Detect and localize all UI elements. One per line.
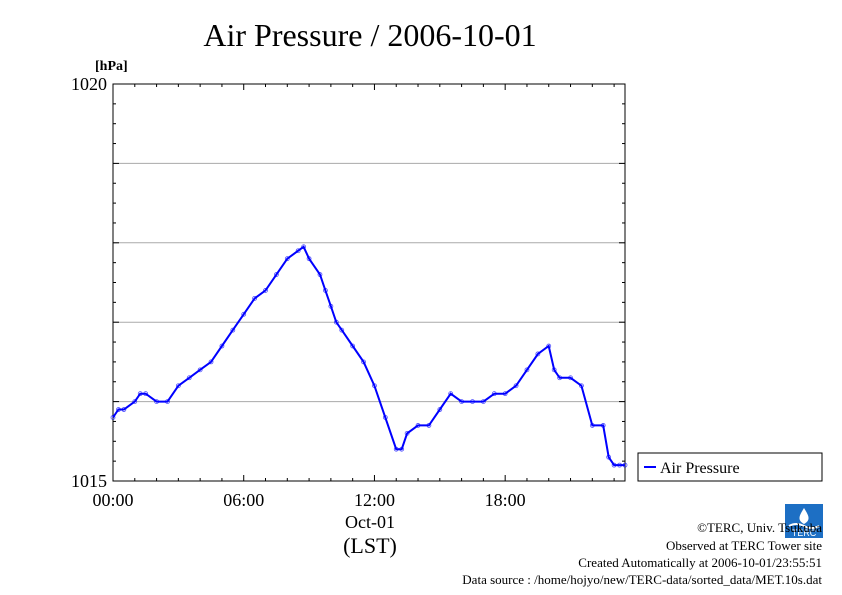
data-point bbox=[284, 256, 290, 262]
chart-title: Air Pressure / 2006-10-01 bbox=[203, 17, 536, 53]
data-point bbox=[197, 367, 203, 373]
data-point bbox=[617, 462, 622, 468]
data-point bbox=[175, 383, 181, 389]
series-air-pressure bbox=[110, 244, 628, 468]
legend-box bbox=[637, 452, 823, 482]
y-tick-label: 1015 bbox=[71, 471, 107, 491]
data-point bbox=[339, 327, 345, 333]
data-point bbox=[579, 383, 584, 389]
y-tick-label: 1020 bbox=[71, 74, 107, 94]
data-point bbox=[448, 391, 454, 397]
footer-created: Created Automatically at 2006-10-01/23:5… bbox=[578, 555, 822, 570]
x-tick-label: 12:00 bbox=[354, 490, 395, 510]
data-point bbox=[437, 407, 443, 412]
y-axis-unit: [hPa] bbox=[95, 59, 128, 74]
data-point bbox=[524, 367, 530, 373]
data-point bbox=[611, 462, 617, 468]
data-point bbox=[404, 430, 410, 436]
data-point bbox=[361, 359, 366, 365]
series-line bbox=[112, 245, 625, 467]
data-point bbox=[415, 423, 421, 428]
y-axis: 1020 1015 bbox=[71, 74, 625, 491]
data-point bbox=[502, 391, 508, 397]
data-point bbox=[491, 391, 497, 397]
data-point bbox=[606, 454, 612, 460]
data-point bbox=[241, 311, 247, 317]
data-point bbox=[301, 244, 307, 250]
data-point bbox=[323, 288, 328, 293]
data-point bbox=[306, 256, 312, 262]
data-point bbox=[263, 288, 268, 293]
data-point bbox=[137, 391, 143, 397]
data-point bbox=[393, 446, 399, 452]
grid bbox=[113, 162, 625, 403]
data-point bbox=[568, 375, 573, 381]
data-point bbox=[600, 423, 606, 428]
data-point bbox=[208, 359, 214, 365]
data-point bbox=[165, 399, 170, 405]
x-tick-label: 06:00 bbox=[223, 490, 264, 510]
data-point bbox=[557, 375, 563, 381]
footer-source: Data source : /home/hojyo/new/TERC-data/… bbox=[462, 572, 822, 587]
data-point bbox=[480, 399, 486, 405]
x-tick-label: 18:00 bbox=[485, 490, 526, 510]
data-point bbox=[333, 319, 339, 325]
data-point bbox=[382, 415, 388, 420]
x-axis-date-label: Oct-01 bbox=[345, 512, 395, 532]
footer-credit: ©TERC, Univ. Tsukuba bbox=[697, 520, 822, 535]
data-point bbox=[513, 383, 519, 389]
data-point bbox=[551, 367, 557, 373]
plot-frame bbox=[112, 83, 626, 482]
terc-logo: TERC bbox=[785, 504, 823, 538]
data-point bbox=[274, 272, 279, 277]
data-point bbox=[154, 399, 159, 405]
data-point bbox=[470, 399, 475, 405]
x-axis: 00:00 06:00 12:00 18:00 bbox=[92, 84, 615, 510]
logo-drop-icon bbox=[799, 508, 809, 524]
x-axis-zone-label: (LST) bbox=[343, 533, 397, 558]
data-point bbox=[589, 423, 595, 428]
data-point bbox=[121, 407, 127, 412]
data-point bbox=[535, 351, 541, 357]
data-point bbox=[116, 407, 121, 412]
data-point bbox=[230, 327, 236, 333]
data-point bbox=[399, 446, 405, 452]
data-point bbox=[186, 375, 192, 381]
data-point bbox=[252, 295, 258, 301]
legend-label: Air Pressure bbox=[660, 460, 740, 477]
data-point bbox=[317, 272, 323, 277]
data-point bbox=[132, 399, 138, 405]
x-tick-label: 00:00 bbox=[92, 490, 133, 510]
data-point bbox=[219, 343, 225, 349]
legend: Air Pressure bbox=[637, 452, 823, 482]
data-point bbox=[110, 415, 116, 420]
data-point bbox=[546, 343, 552, 349]
data-point bbox=[350, 343, 356, 349]
data-point bbox=[328, 303, 334, 309]
footer-site: Observed at TERC Tower site bbox=[666, 538, 822, 553]
data-point bbox=[295, 248, 301, 254]
data-point bbox=[622, 462, 628, 468]
data-point bbox=[459, 399, 464, 405]
data-point bbox=[143, 391, 149, 397]
logo-text: TERC bbox=[792, 528, 817, 538]
data-point bbox=[372, 383, 377, 389]
logo-wave-icon bbox=[788, 523, 820, 529]
data-point bbox=[426, 423, 432, 428]
